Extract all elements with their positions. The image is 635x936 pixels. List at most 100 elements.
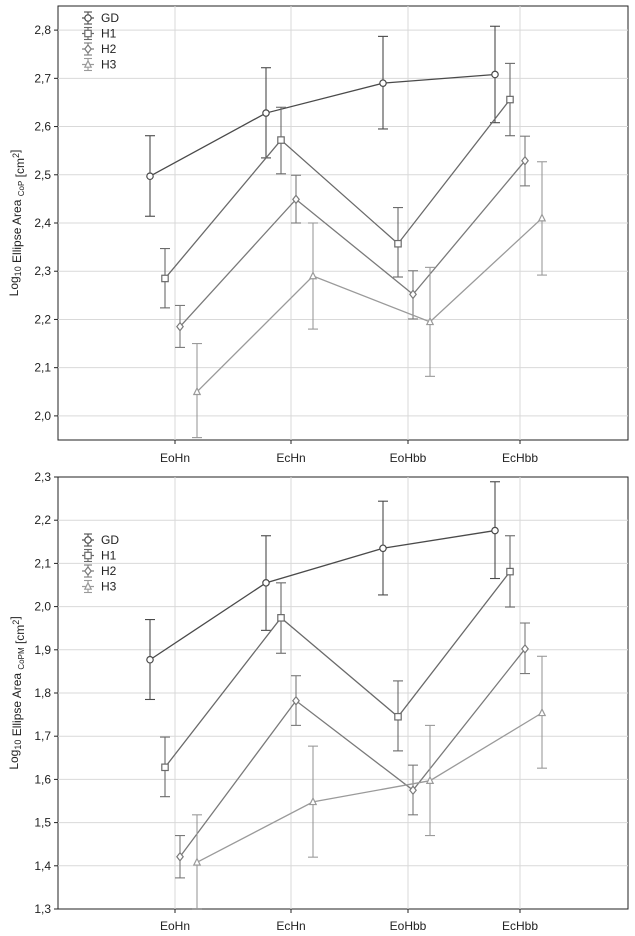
chart-panel-top: 2,0 2,1 2,2 2,3 2,4 2,5 2,6 2,7 2,8 EoHn EcHn EoHbb…: [7, 5, 629, 465]
series-h1: [160, 535, 515, 798]
data-point-gd: [491, 526, 499, 535]
x-tick-label: EoHn: [160, 919, 190, 933]
y-tick-label: 2,1: [34, 361, 51, 375]
y-tick-label: 1,6: [34, 772, 51, 786]
data-point-gd: [146, 655, 154, 664]
data-point-h2: [409, 785, 417, 796]
data-point-h3: [192, 857, 202, 866]
x-tick-label: EoHn: [160, 451, 190, 465]
data-point-h3: [308, 271, 318, 280]
x-tick-label: EcHn: [276, 451, 305, 465]
data-point-h2: [176, 321, 184, 332]
x-tick-label: EoHbb: [390, 451, 427, 465]
data-point-h1: [506, 567, 514, 576]
data-point-h1: [394, 239, 402, 248]
legend-marker-h3: [83, 581, 93, 590]
y-tick-label: 1,5: [34, 816, 51, 830]
data-point-h2: [521, 155, 529, 166]
series-line-h3: [196, 712, 543, 863]
y-tick-label: 2,3: [34, 264, 51, 278]
series-line-h1: [164, 99, 511, 279]
legend-item-h2: H2: [82, 42, 117, 56]
legend-marker-gd: [84, 14, 92, 22]
x-tick-label: EcHbb: [502, 919, 538, 933]
data-point-h3: [192, 386, 202, 396]
y-tick-label: 2,8: [34, 23, 51, 37]
series-line-gd: [149, 73, 496, 177]
series-h1: [160, 62, 515, 309]
legend-label: H1: [101, 549, 117, 563]
legend-label: GD: [101, 11, 119, 25]
data-point-gd: [379, 79, 387, 87]
series-line-h1: [164, 571, 511, 768]
data-point-gd: [146, 172, 154, 181]
data-point-gd: [262, 579, 270, 587]
x-tick-label: EoHbb: [390, 919, 427, 933]
legend-item-gd: GD: [82, 533, 119, 547]
y-tick-label: 2,0: [34, 600, 51, 614]
legend-marker-h3: [83, 59, 93, 68]
chart-panel-bottom: 1,3 1,4 1,5 1,6 1,7 1,8 1,9 2,0 2,1 2,2 2,3 EoHn EcH…: [7, 470, 629, 933]
data-point-gd: [262, 109, 270, 117]
series-line-h3: [196, 217, 543, 393]
y-axis-label: Log10 Ellipse Area CoPM [cm2]: [7, 616, 27, 769]
data-point-h3: [425, 775, 435, 784]
legend-label: GD: [101, 533, 119, 547]
legend-marker-h1: [84, 551, 92, 560]
y-tick-label: 1,8: [34, 686, 51, 700]
legend-label: H3: [101, 58, 117, 72]
legend-marker-h2: [84, 566, 92, 576]
legend-marker-gd: [84, 536, 92, 544]
legend-item-gd: GD: [82, 11, 119, 25]
data-point-h3: [537, 707, 547, 717]
data-point-h1: [161, 763, 169, 772]
y-tick-label: 2,6: [34, 120, 51, 134]
legend-item-h1: H1: [82, 27, 117, 41]
series-line-h2: [179, 648, 526, 858]
legend-item-h3: H3: [82, 58, 117, 72]
data-point-h2: [521, 643, 529, 654]
series-gd: [145, 25, 500, 217]
data-point-h1: [506, 95, 514, 104]
data-point-gd: [379, 544, 387, 553]
x-tick-label: EcHbb: [502, 451, 538, 465]
y-tick-label: 1,4: [34, 859, 51, 873]
legend-label: H2: [101, 564, 117, 578]
legend-label: H3: [101, 580, 117, 594]
legend-label: H1: [101, 27, 117, 41]
series-h3: [192, 161, 547, 439]
series-gd: [145, 481, 500, 701]
legend-item-h1: H1: [82, 549, 117, 563]
data-point-h2: [176, 851, 184, 862]
y-tick-label: 2,5: [34, 168, 51, 182]
data-point-h3: [537, 213, 547, 222]
y-tick-label: 1,7: [34, 729, 51, 743]
legend-marker-h1: [84, 29, 92, 38]
legend-item-h2: H2: [82, 564, 117, 578]
y-tick-label: 1,3: [34, 902, 51, 916]
series-line-gd: [149, 529, 496, 661]
y-tick-label: 2,2: [34, 513, 51, 527]
data-point-h1: [394, 712, 402, 721]
series-h3: [192, 655, 547, 910]
y-tick-label: 2,0: [34, 409, 51, 423]
data-point-h2: [409, 289, 417, 300]
y-tick-label: 2,2: [34, 312, 51, 326]
y-axis-label: Log10 Ellipse Area CoP [cm2]: [7, 150, 27, 297]
series-h2: [175, 622, 530, 879]
y-tick-label: 2,1: [34, 556, 51, 570]
series-line-h2: [179, 160, 526, 328]
data-point-h1: [277, 614, 285, 622]
data-point-h1: [161, 274, 169, 283]
data-point-h2: [292, 695, 300, 706]
data-point-gd: [491, 70, 499, 79]
data-point-h2: [292, 194, 300, 205]
legend-label: H2: [101, 42, 117, 56]
data-point-h1: [277, 136, 285, 144]
y-tick-label: 1,9: [34, 643, 51, 657]
series-h2: [175, 135, 530, 348]
